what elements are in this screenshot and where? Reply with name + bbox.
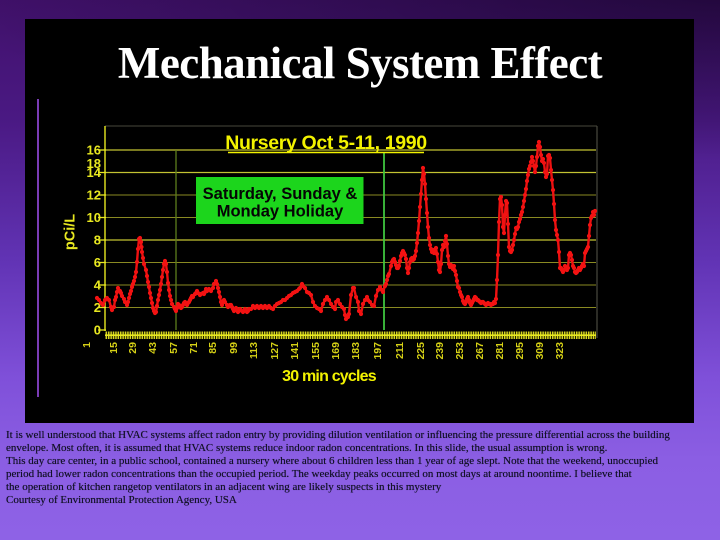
svg-text:197: 197 (372, 342, 384, 360)
svg-text:309: 309 (534, 342, 546, 360)
svg-text:8: 8 (94, 233, 101, 248)
svg-text:15: 15 (108, 342, 120, 354)
svg-text:0: 0 (94, 323, 101, 338)
svg-text:127: 127 (269, 342, 281, 360)
svg-text:211: 211 (394, 342, 406, 359)
svg-text:18: 18 (87, 156, 101, 171)
svg-text:295: 295 (514, 342, 526, 360)
svg-text:Nursery Oct 5-11, 1990: Nursery Oct 5-11, 1990 (225, 132, 427, 154)
svg-text:267: 267 (474, 342, 486, 360)
svg-text:113: 113 (248, 342, 260, 359)
svg-text:183: 183 (350, 342, 362, 360)
svg-text:Monday Holiday: Monday Holiday (217, 203, 344, 221)
svg-text:85: 85 (207, 342, 219, 354)
svg-text:30 min cycles: 30 min cycles (282, 368, 377, 385)
svg-text:253: 253 (454, 342, 466, 360)
svg-text:4: 4 (94, 278, 102, 293)
svg-text:225: 225 (415, 342, 427, 360)
svg-text:6: 6 (94, 255, 101, 270)
svg-text:99: 99 (228, 342, 240, 354)
svg-text:16: 16 (87, 143, 101, 158)
svg-text:323: 323 (554, 342, 566, 360)
svg-text:281: 281 (494, 342, 506, 360)
svg-text:43: 43 (147, 342, 159, 354)
svg-text:29: 29 (127, 342, 139, 354)
svg-text:155: 155 (310, 342, 322, 360)
svg-text:pCi/L: pCi/L (63, 214, 79, 250)
svg-text:Saturday, Sunday &: Saturday, Sunday & (203, 185, 358, 203)
svg-text:14: 14 (87, 165, 102, 180)
svg-text:57: 57 (168, 342, 180, 354)
svg-text:12: 12 (87, 188, 101, 203)
svg-text:141: 141 (289, 342, 301, 360)
svg-text:2: 2 (94, 300, 101, 315)
svg-text:1: 1 (81, 342, 93, 348)
svg-text:10: 10 (87, 210, 101, 225)
svg-text:239: 239 (434, 342, 446, 360)
svg-text:169: 169 (330, 342, 342, 360)
svg-text:71: 71 (188, 342, 200, 354)
